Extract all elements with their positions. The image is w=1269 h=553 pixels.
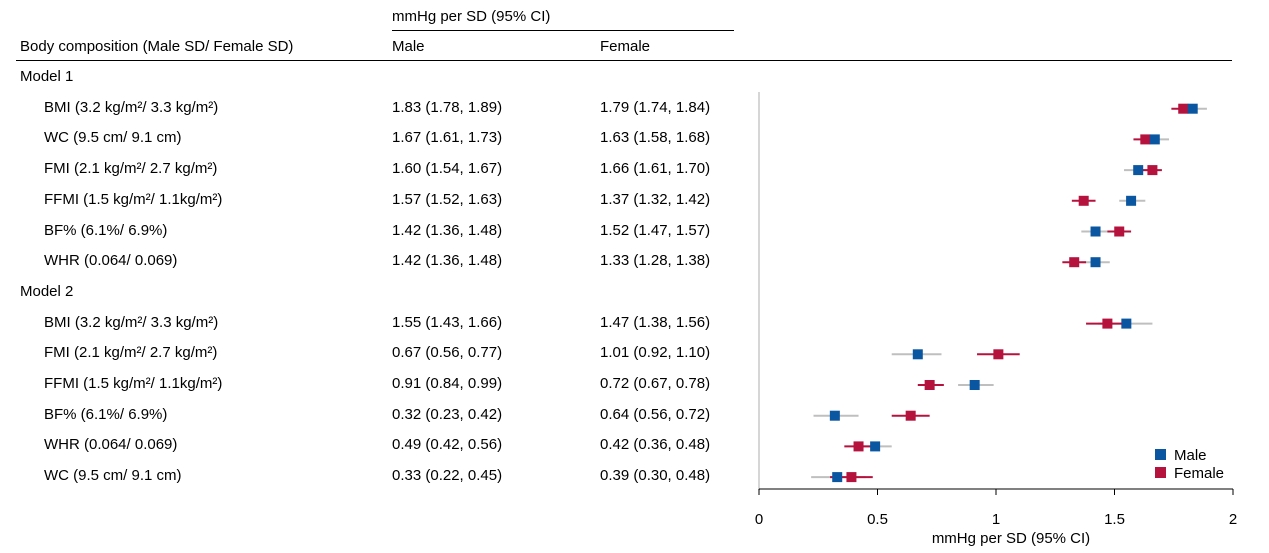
female-estimate-text: 1.37 (1.32, 1.42) <box>600 190 711 208</box>
female-point-estimate <box>1069 257 1080 268</box>
female-point-estimate <box>1102 318 1113 329</box>
legend-female-swatch <box>1155 467 1166 478</box>
male-estimate-text: 1.55 (1.43, 1.66) <box>392 313 503 331</box>
female-point-estimate <box>1147 165 1158 176</box>
header-rule <box>16 60 1232 61</box>
male-point-estimate <box>1090 257 1101 268</box>
female-estimate-text: 1.63 (1.58, 1.68) <box>600 129 711 147</box>
row-label: WHR (0.064/ 0.069) <box>44 436 178 454</box>
male-point-estimate <box>829 410 840 421</box>
female-point-estimate <box>905 410 916 421</box>
group-header: mmHg per SD (95% CI) <box>392 8 551 25</box>
male-point-estimate <box>1149 134 1160 145</box>
female-estimate-text: 0.64 (0.56, 0.72) <box>600 405 711 423</box>
female-estimate-text: 1.66 (1.61, 1.70) <box>600 160 711 178</box>
female-point-estimate <box>1178 103 1189 114</box>
male-point-estimate <box>832 472 843 483</box>
female-point-estimate <box>1140 134 1151 145</box>
male-estimate-text: 1.42 (1.36, 1.48) <box>392 221 503 239</box>
male-estimate-text: 0.91 (0.84, 0.99) <box>392 375 503 392</box>
female-estimate-text: 0.42 (0.36, 0.48) <box>600 436 711 454</box>
male-estimate-text: 0.33 (0.22, 0.45) <box>392 467 503 485</box>
row-label: WHR (0.064/ 0.069) <box>44 252 178 270</box>
group-label: Model 2 <box>20 282 74 300</box>
male-estimate-text: 0.32 (0.23, 0.42) <box>392 405 503 423</box>
male-estimate-text: 1.60 (1.54, 1.67) <box>392 160 503 178</box>
row-label: BMI (3.2 kg/m²/ 3.3 kg/m²) <box>44 98 219 116</box>
female-estimate-text: 0.72 (0.67, 0.78) <box>600 375 711 392</box>
female-estimate-text: 1.01 (0.92, 1.10) <box>600 344 711 362</box>
group-label: Model 1 <box>20 68 74 85</box>
male-estimate-text: 1.83 (1.78, 1.89) <box>392 98 503 116</box>
male-estimate-text: 0.49 (0.42, 0.56) <box>392 436 503 454</box>
male-point-estimate <box>1187 103 1198 114</box>
row-label: FMI (2.1 kg/m²/ 2.7 kg/m²) <box>44 160 218 178</box>
row-label: WC (9.5 cm/ 9.1 cm) <box>44 467 182 485</box>
x-axis-label: mmHg per SD (95% CI) <box>932 530 1090 547</box>
female-point-estimate <box>1114 226 1125 237</box>
female-point-estimate <box>853 441 864 452</box>
legend-female-label: Female <box>1174 465 1224 482</box>
female-point-estimate <box>846 472 857 483</box>
male-point-estimate <box>969 380 980 390</box>
female-estimate-text: 1.47 (1.38, 1.56) <box>600 313 711 331</box>
x-tick-label: 2 <box>1229 511 1237 528</box>
male-point-estimate <box>1121 318 1132 329</box>
female-estimate-text: 0.39 (0.30, 0.48) <box>600 467 711 485</box>
row-label: WC (9.5 cm/ 9.1 cm) <box>44 129 182 147</box>
row-label: FFMI (1.5 kg/m²/ 1.1kg/m²) <box>44 375 223 392</box>
male-point-estimate <box>1126 195 1137 206</box>
column-header-female: Female <box>600 38 651 55</box>
row-label: BF% (6.1%/ 6.9%) <box>44 221 168 239</box>
female-point-estimate <box>924 380 935 390</box>
row-label: BMI (3.2 kg/m²/ 3.3 kg/m²) <box>44 313 219 331</box>
female-point-estimate <box>1078 195 1089 206</box>
group-header-rule <box>392 30 734 31</box>
female-estimate-text: 1.79 (1.74, 1.84) <box>600 98 711 116</box>
x-tick-label: 0 <box>755 511 763 528</box>
male-estimate-text: 0.67 (0.56, 0.77) <box>392 344 503 362</box>
x-tick-label: 1 <box>992 511 1000 528</box>
legend-male-label: Male <box>1174 447 1207 464</box>
column-header-body-composition: Body composition (Male SD/ Female SD) <box>20 38 294 55</box>
row-label: FFMI (1.5 kg/m²/ 1.1kg/m²) <box>44 190 223 208</box>
male-point-estimate <box>870 441 881 452</box>
row-label: FMI (2.1 kg/m²/ 2.7 kg/m²) <box>44 344 218 362</box>
x-tick-label: 1.5 <box>1104 511 1125 528</box>
male-estimate-text: 1.67 (1.61, 1.73) <box>392 129 503 147</box>
male-estimate-text: 1.57 (1.52, 1.63) <box>392 190 503 208</box>
female-estimate-text: 1.33 (1.28, 1.38) <box>600 252 711 270</box>
legend-male-swatch <box>1155 449 1166 460</box>
male-point-estimate <box>912 349 923 360</box>
female-estimate-text: 1.52 (1.47, 1.57) <box>600 221 711 239</box>
row-label: BF% (6.1%/ 6.9%) <box>44 405 168 423</box>
male-estimate-text: 1.42 (1.36, 1.48) <box>392 252 503 270</box>
male-point-estimate <box>1090 226 1101 237</box>
male-point-estimate <box>1133 165 1144 176</box>
female-point-estimate <box>993 349 1004 360</box>
x-tick-label: 0.5 <box>867 511 888 528</box>
column-header-male: Male <box>392 38 425 55</box>
